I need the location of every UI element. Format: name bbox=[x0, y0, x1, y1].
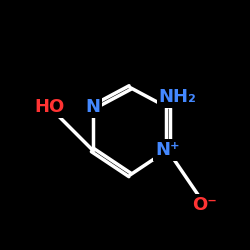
Text: N⁺: N⁺ bbox=[155, 141, 180, 159]
Text: N: N bbox=[85, 98, 100, 116]
Text: O⁻: O⁻ bbox=[192, 196, 218, 214]
Text: NH₂: NH₂ bbox=[158, 88, 196, 106]
Text: HO: HO bbox=[35, 98, 65, 116]
